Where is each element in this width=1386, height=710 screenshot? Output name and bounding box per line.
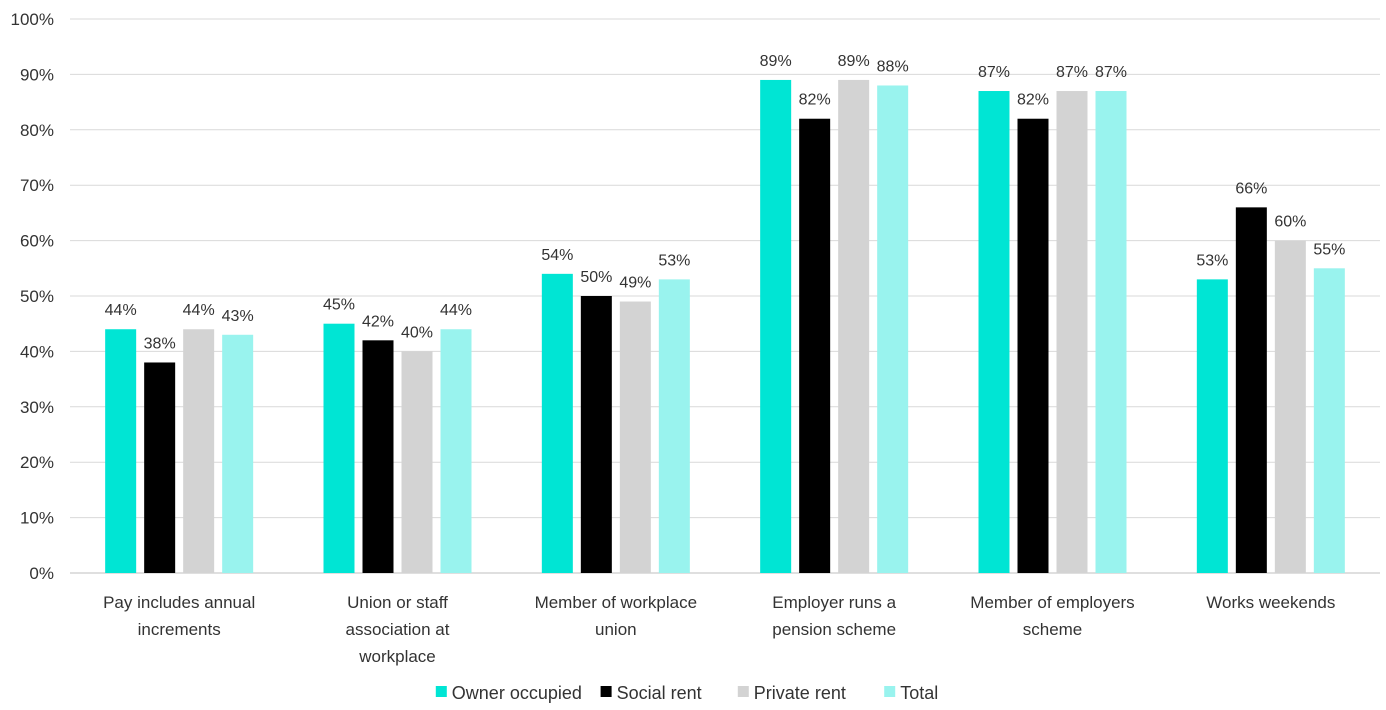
x-category-label: pension scheme xyxy=(772,620,896,639)
data-label: 82% xyxy=(1017,92,1049,109)
bar-private-rent xyxy=(619,301,651,573)
legend-item: Private rent xyxy=(737,683,846,703)
y-tick-label: 30% xyxy=(20,398,54,417)
y-tick-label: 90% xyxy=(20,65,54,84)
legend: Owner occupied Social rent Private rent Tot… xyxy=(435,683,938,703)
data-label: 53% xyxy=(1196,252,1228,269)
legend-label: Owner occupied xyxy=(452,683,582,703)
data-label: 87% xyxy=(978,64,1010,81)
data-label: 53% xyxy=(658,252,690,269)
data-label: 38% xyxy=(144,335,176,352)
data-label: 44% xyxy=(440,302,472,319)
legend-swatch xyxy=(435,686,447,697)
data-label: 89% xyxy=(838,53,870,70)
bar-owner-occupied xyxy=(541,273,573,573)
data-label: 49% xyxy=(619,275,651,292)
x-category-label: increments xyxy=(138,620,221,639)
data-label: 87% xyxy=(1095,64,1127,81)
data-label: 87% xyxy=(1056,64,1088,81)
bar-total xyxy=(1095,91,1127,574)
bar-social-rent xyxy=(144,362,176,573)
x-category-label: Pay includes annual xyxy=(103,593,255,612)
y-tick-label: 60% xyxy=(20,232,54,251)
x-category-label: union xyxy=(595,620,637,639)
data-label: 60% xyxy=(1274,214,1306,231)
data-label: 66% xyxy=(1235,180,1267,197)
bar-total xyxy=(440,329,472,573)
data-label: 54% xyxy=(541,247,573,264)
bar-private-rent xyxy=(401,351,433,573)
bar-total xyxy=(1313,268,1345,573)
bar-owner-occupied xyxy=(323,323,355,573)
x-category-label: Member of workplace xyxy=(535,593,698,612)
bar-social-rent xyxy=(1017,118,1049,573)
bar-private-rent xyxy=(183,329,215,573)
bar-owner-occupied xyxy=(1196,279,1228,573)
x-category-label: Member of employers xyxy=(970,593,1134,612)
data-label: 50% xyxy=(580,269,612,286)
x-category-label: scheme xyxy=(1023,620,1083,639)
y-tick-label: 10% xyxy=(20,509,54,528)
bar-owner-occupied xyxy=(978,91,1010,574)
data-label: 44% xyxy=(183,302,215,319)
legend-swatch xyxy=(600,686,612,697)
bar-social-rent xyxy=(799,118,831,573)
x-category-label: Union or staff xyxy=(347,593,448,612)
bar-owner-occupied xyxy=(105,329,137,573)
y-tick-label: 80% xyxy=(20,121,54,140)
y-tick-label: 70% xyxy=(20,176,54,195)
y-axis-ticks: 0% 10% 20% 30% 40% 50% 60% 70% 80% 90% 100% xyxy=(11,10,54,583)
legend-item: Owner occupied xyxy=(435,683,582,703)
bar-owner-occupied xyxy=(760,79,792,573)
bars xyxy=(105,79,1345,574)
bar-total xyxy=(222,334,254,573)
data-label: 42% xyxy=(362,313,394,330)
gridlines xyxy=(70,18,1380,574)
bar-social-rent xyxy=(362,340,394,573)
legend-swatch xyxy=(737,686,749,697)
bar-total xyxy=(658,279,690,573)
legend-item: Total xyxy=(884,683,938,703)
bar-social-rent xyxy=(1235,207,1267,574)
bar-private-rent xyxy=(1056,91,1088,574)
legend-swatch xyxy=(884,686,896,697)
x-category-label: association at xyxy=(346,620,450,639)
bar-private-rent xyxy=(838,79,870,573)
bar-social-rent xyxy=(580,296,612,573)
x-category-label: workplace xyxy=(358,647,436,666)
legend-label: Total xyxy=(900,683,938,703)
x-category-label: Works weekends xyxy=(1206,593,1335,612)
data-label: 40% xyxy=(401,324,433,341)
y-tick-label: 40% xyxy=(20,342,54,361)
data-label: 82% xyxy=(799,92,831,109)
legend-item: Social rent xyxy=(600,683,702,703)
bar-total xyxy=(877,85,909,573)
y-tick-label: 20% xyxy=(20,453,54,472)
data-label: 45% xyxy=(323,297,355,314)
legend-label: Private rent xyxy=(754,683,846,703)
legend-label: Social rent xyxy=(617,683,702,703)
y-tick-label: 0% xyxy=(29,564,54,583)
x-axis-categories: Pay includes annual increments Union or st… xyxy=(103,593,1335,666)
y-tick-label: 50% xyxy=(20,287,54,306)
data-label: 88% xyxy=(877,58,909,75)
bar-private-rent xyxy=(1274,240,1306,573)
data-label: 44% xyxy=(105,302,137,319)
x-category-label: Employer runs a xyxy=(772,593,896,612)
data-labels: 44% 38% 44% 43% 45% 42% 40% 44% 54% 50% 49% 53% 89% 8… xyxy=(105,53,1346,353)
data-label: 89% xyxy=(760,53,792,70)
data-label: 55% xyxy=(1313,241,1345,258)
data-label: 43% xyxy=(222,308,254,325)
y-tick-label: 100% xyxy=(11,10,54,29)
